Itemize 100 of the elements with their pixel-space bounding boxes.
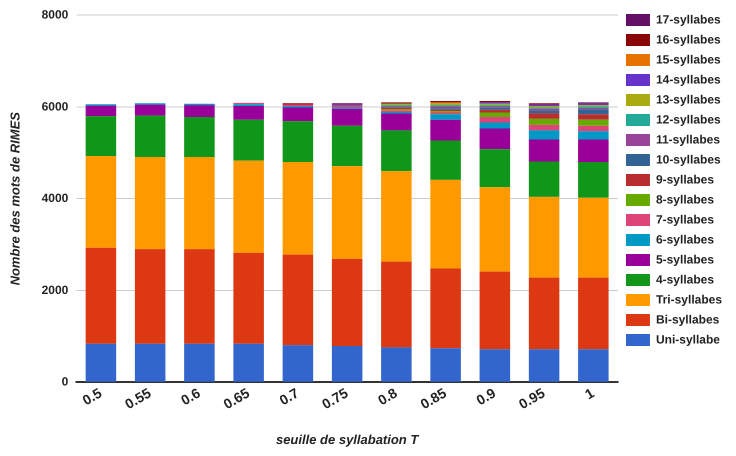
- x-tick-label: 0.8: [374, 384, 400, 408]
- bar: [381, 171, 412, 262]
- bar: [480, 128, 510, 150]
- bar: [381, 262, 412, 348]
- bar: [233, 160, 264, 253]
- bar: [578, 278, 609, 350]
- y-tick-label: 8000: [42, 8, 69, 22]
- bar: [578, 114, 609, 120]
- bar: [528, 349, 560, 382]
- bar: [528, 196, 560, 278]
- legend-label: 11-syllabes: [656, 132, 720, 146]
- bar: [528, 118, 560, 125]
- bar: [184, 156, 215, 250]
- bar: [332, 126, 362, 166]
- x-tick-label: 0.55: [122, 384, 154, 412]
- x-tick-label: 0.65: [220, 384, 252, 412]
- bar: [480, 149, 510, 188]
- bar: [282, 345, 314, 382]
- bar: [480, 117, 510, 123]
- legend-label: 10-syllabes: [656, 152, 721, 166]
- bar: [381, 130, 412, 172]
- bar: [282, 121, 314, 162]
- legend-label: Tri-syllabes: [656, 292, 722, 306]
- bar: [134, 344, 166, 382]
- legend-label: Bi-syllabes: [656, 312, 720, 326]
- bar: [381, 347, 412, 382]
- x-tick-label: 0.75: [318, 384, 351, 412]
- bar: [480, 187, 510, 272]
- legend-label: 15-syllabes: [656, 52, 721, 66]
- bar: [134, 249, 166, 344]
- bar: [332, 346, 362, 382]
- y-tick-label: 2000: [42, 282, 69, 297]
- bar: [86, 156, 116, 248]
- x-tick-label: 0.6: [178, 384, 204, 408]
- bar: [480, 112, 510, 118]
- bar: [528, 278, 560, 350]
- bar: [86, 248, 116, 344]
- bar: [134, 156, 166, 250]
- bar: [86, 116, 116, 156]
- bar: [282, 107, 314, 122]
- bar: [430, 268, 461, 348]
- bar: [282, 162, 314, 255]
- bar: [528, 124, 560, 130]
- bar: [430, 140, 461, 180]
- bar: [578, 162, 609, 198]
- legend-label: 5-syllabes: [656, 252, 714, 266]
- bar: [332, 258, 362, 346]
- bar: [184, 105, 215, 118]
- bar: [430, 180, 461, 268]
- bar: [184, 117, 215, 157]
- bar: [134, 116, 166, 157]
- bar: [184, 249, 215, 344]
- legend-label: 14-syllabes: [656, 72, 721, 86]
- legend-label: 13-syllabes: [656, 92, 721, 106]
- bar: [233, 252, 264, 344]
- x-tick-label: 0.9: [473, 384, 498, 408]
- legend-label: 4-syllabes: [656, 272, 714, 286]
- bar: [86, 106, 116, 116]
- x-tick-label: 1: [582, 384, 597, 402]
- legend-label: 12-syllabes: [656, 112, 721, 126]
- bar: [430, 120, 461, 140]
- bar: [578, 349, 609, 382]
- bar: [233, 344, 264, 382]
- x-tick-label: 0.5: [79, 384, 105, 408]
- y-tick-label: 6000: [42, 99, 69, 114]
- bar: [86, 344, 116, 382]
- bar: [184, 344, 215, 382]
- bar: [528, 113, 560, 119]
- bar: [332, 108, 362, 126]
- x-tick-label: 0.85: [417, 384, 450, 412]
- y-tick-label: 4000: [42, 191, 69, 206]
- bar: [134, 104, 166, 116]
- bar: [578, 120, 609, 126]
- bar: [480, 272, 510, 350]
- bar: [233, 120, 264, 161]
- bar: [430, 114, 461, 120]
- legend-label: 6-syllabes: [656, 232, 714, 246]
- legend-label: 9-syllabes: [656, 172, 714, 186]
- x-axis-title: seuille de syllabation T: [276, 432, 420, 447]
- bar: [480, 110, 510, 112]
- bar: [528, 130, 560, 140]
- legend-label: 17-syllabes: [656, 12, 721, 26]
- bar: [480, 122, 510, 129]
- legend-label: 8-syllabes: [656, 192, 714, 206]
- legend-label: Uni-syllabe: [656, 332, 720, 346]
- bar: [233, 106, 264, 120]
- bar: [578, 140, 609, 162]
- bar: [381, 113, 412, 130]
- x-tick-label: 0.7: [276, 384, 302, 408]
- legend-label: 16-syllabes: [656, 32, 721, 46]
- bar: [480, 349, 510, 382]
- bar: [578, 198, 609, 278]
- bar: [528, 162, 560, 197]
- bar: [332, 166, 362, 259]
- bar: [528, 110, 560, 114]
- bar: [528, 140, 560, 162]
- bar: [578, 126, 609, 132]
- legend-label: 7-syllabes: [656, 212, 714, 226]
- y-tick-label: 0: [62, 374, 69, 389]
- bar: [578, 109, 609, 114]
